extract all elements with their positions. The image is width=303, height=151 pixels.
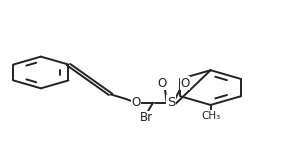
Text: CH₃: CH₃ [201,111,220,120]
Text: O: O [158,77,167,90]
Text: S: S [167,96,175,109]
Text: Br: Br [140,111,153,124]
Text: O: O [180,77,189,90]
Text: O: O [131,96,140,109]
